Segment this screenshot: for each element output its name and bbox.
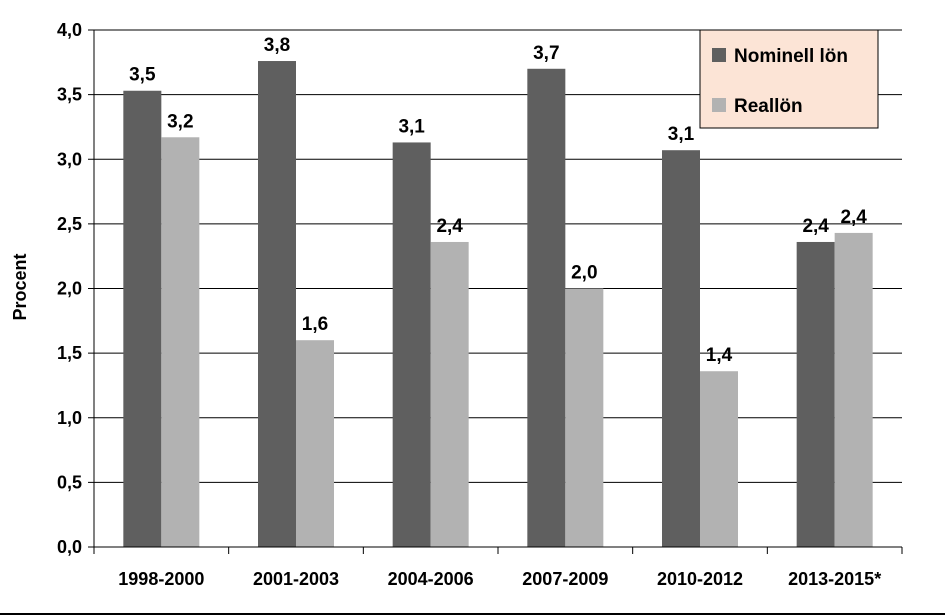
gridlines xyxy=(88,29,902,548)
x-tick-label: 2010-2012 xyxy=(657,569,743,589)
data-label: 3,7 xyxy=(533,43,559,64)
legend-label: Reallön xyxy=(734,96,803,117)
data-labels: 3,5 3,2 3,8 1,6 3,1 2,4 3,7 2,0 3,1 1,4 2,4 2,4 xyxy=(129,35,867,366)
bar-nominell xyxy=(258,61,296,548)
y-tick-label: 2,5 xyxy=(57,214,82,234)
data-label: 2,4 xyxy=(840,207,867,228)
y-tick-label: 0,0 xyxy=(57,537,82,557)
bar-nominell xyxy=(662,150,700,547)
axes xyxy=(93,30,903,554)
data-label: 1,6 xyxy=(302,314,328,335)
bar-reallon xyxy=(565,288,604,547)
legend: Nominell lön Reallön xyxy=(699,29,879,129)
y-tick-labels: 0,0 0,5 1,0 1,5 2,0 2,5 3,0 3,5 4,0 xyxy=(57,20,82,557)
bar-nominell xyxy=(392,142,431,547)
legend-label: Nominell lön xyxy=(734,46,848,67)
bar-nominell xyxy=(527,68,566,548)
y-tick-label: 0,5 xyxy=(57,472,82,492)
y-tick-label: 3,5 xyxy=(57,85,82,105)
legend-swatch xyxy=(712,48,726,62)
x-tick-label: 2013-2015* xyxy=(788,569,881,589)
y-tick-label: 1,0 xyxy=(57,408,82,428)
x-tick-label: 1998-2000 xyxy=(118,569,204,589)
data-label: 1,4 xyxy=(706,345,733,366)
legend-swatch xyxy=(712,98,726,112)
bar-reallon xyxy=(834,232,873,548)
bar-nominell xyxy=(796,241,835,547)
data-label: 3,1 xyxy=(398,116,425,137)
bar-reallon xyxy=(700,371,738,547)
y-tick-label: 3,0 xyxy=(57,149,82,169)
bar-reallon xyxy=(296,340,334,547)
data-label: 3,2 xyxy=(167,111,193,132)
data-label: 2,0 xyxy=(571,263,597,284)
data-label: 2,4 xyxy=(436,216,463,237)
bar-nominell xyxy=(123,90,162,547)
data-label: 2,4 xyxy=(802,216,829,237)
y-tick-label: 1,5 xyxy=(57,343,82,363)
y-tick-label: 4,0 xyxy=(57,20,82,40)
x-tick-labels: 1998-2000 2001-2003 2004-2006 2007-2009 2010… xyxy=(118,569,881,589)
x-tick-label: 2004-2006 xyxy=(388,569,474,589)
bars xyxy=(123,61,873,548)
y-axis-label: Procent xyxy=(10,253,30,320)
legend-box xyxy=(699,29,879,129)
data-label: 3,8 xyxy=(264,35,290,56)
x-tick-label: 2007-2009 xyxy=(522,569,608,589)
bar-reallon xyxy=(161,137,200,547)
x-tick-label: 2001-2003 xyxy=(253,569,339,589)
y-tick-label: 2,0 xyxy=(57,279,82,299)
data-label: 3,5 xyxy=(129,65,156,86)
bar-reallon xyxy=(430,241,469,547)
data-label: 3,1 xyxy=(668,124,695,145)
